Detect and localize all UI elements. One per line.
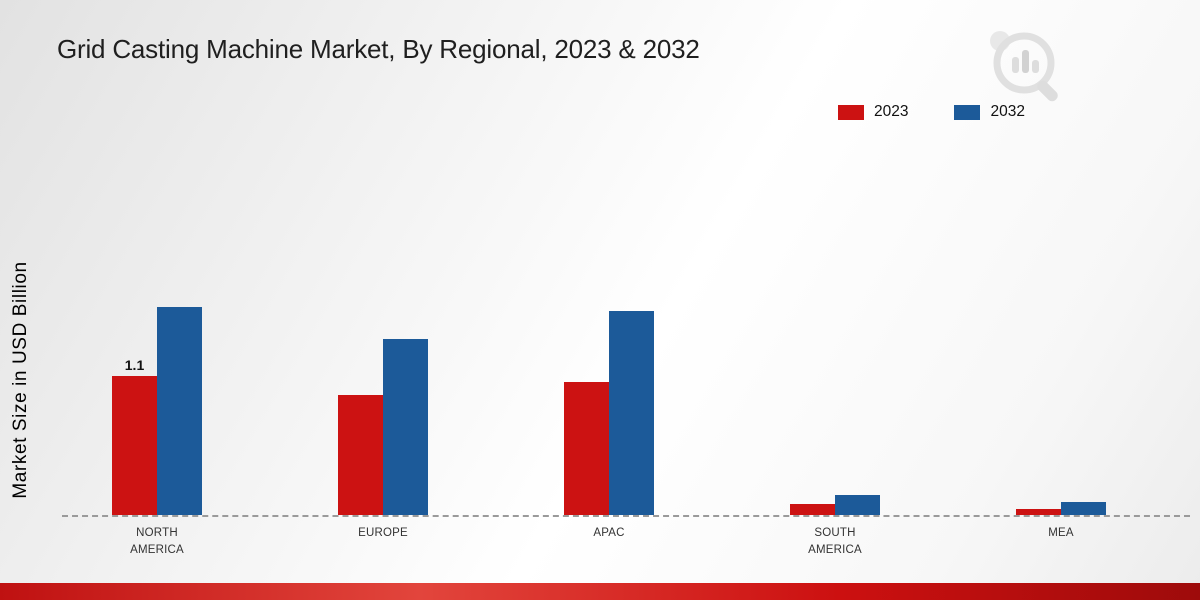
- legend-swatch-2023: [838, 104, 864, 120]
- x-axis-category-label: EUROPE: [358, 527, 408, 539]
- chart-title: Grid Casting Machine Market, By Regional…: [57, 34, 700, 64]
- x-axis-category-label: MEA: [1048, 527, 1074, 539]
- bar-groups: 1.1 NORTH AMERICA EUROPE APAC SOUTH AMERICA M…: [44, 230, 1174, 556]
- legend-item-2023: 2023: [838, 103, 908, 121]
- category-group-south-america: SOUTH AMERICA: [722, 230, 948, 556]
- magnifier-bar-chart-icon: [985, 26, 1067, 113]
- legend-swatch-2032: [954, 104, 981, 120]
- bar-2023-europe: [338, 395, 383, 515]
- bar-2023-mea: [1016, 509, 1061, 515]
- bar-2023-south-america: [790, 504, 835, 515]
- bar-2032-south-america: [835, 495, 880, 515]
- footer-bar: [0, 583, 1200, 600]
- x-axis-category-label: SOUTH AMERICA: [808, 527, 862, 556]
- bar-2032-europe: [383, 339, 428, 515]
- bar-2023-north-america: 1.1: [112, 357, 157, 515]
- bar-2023-apac: [564, 382, 609, 515]
- x-axis-category-label: NORTH AMERICA: [130, 527, 184, 556]
- plot-area: 1.1 NORTH AMERICA EUROPE APAC SOUTH AMERICA M…: [44, 230, 1174, 556]
- category-group-apac: APAC: [496, 230, 722, 539]
- legend-label-2023: 2023: [874, 103, 909, 120]
- y-axis-title: Market Size in USD Billion: [10, 261, 31, 499]
- bar-2032-apac: [609, 311, 654, 515]
- legend-label-2032: 2032: [990, 103, 1025, 120]
- legend: 2023 2032: [838, 103, 1025, 121]
- category-group-mea: MEA: [948, 230, 1174, 539]
- x-axis-baseline: [62, 515, 1190, 517]
- category-group-north-america: 1.1 NORTH AMERICA: [44, 230, 270, 556]
- legend-item-2032: 2032: [954, 103, 1025, 121]
- bar-2032-north-america: [157, 307, 202, 515]
- x-axis-category-label: APAC: [593, 527, 625, 539]
- bar-2032-mea: [1061, 502, 1106, 515]
- category-group-europe: EUROPE: [270, 230, 496, 539]
- bar-value-label: 1.1: [124, 357, 145, 373]
